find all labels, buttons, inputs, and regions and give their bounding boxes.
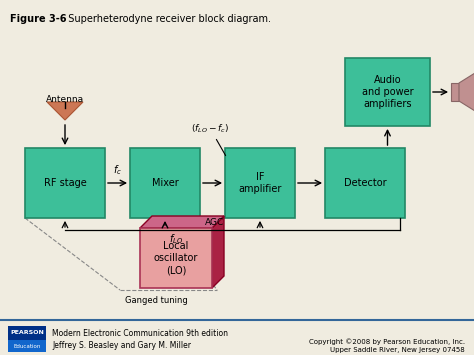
Text: RF stage: RF stage <box>44 178 86 188</box>
Bar <box>8 340 46 352</box>
Bar <box>325 148 405 218</box>
Text: Education: Education <box>13 344 41 349</box>
Text: Copyright ©2008 by Pearson Education, Inc.
Upper Saddle River, New Jersey 07458
: Copyright ©2008 by Pearson Education, In… <box>309 338 465 355</box>
Text: Local
oscillator
(LO): Local oscillator (LO) <box>154 241 198 275</box>
Text: Modern Electronic Communication 9th edition: Modern Electronic Communication 9th edit… <box>52 329 228 339</box>
Bar <box>8 326 46 340</box>
Bar <box>25 148 105 218</box>
Bar <box>451 83 459 101</box>
Bar <box>140 228 212 288</box>
Bar <box>345 58 430 126</box>
Bar <box>225 148 295 218</box>
Text: $f_c$: $f_c$ <box>113 163 122 177</box>
Text: $f_{LO}$: $f_{LO}$ <box>169 232 183 246</box>
Text: Superheterodyne receiver block diagram.: Superheterodyne receiver block diagram. <box>62 14 271 24</box>
Text: Figure 3-6: Figure 3-6 <box>10 14 66 24</box>
Polygon shape <box>459 73 474 111</box>
Text: $(f_{LO}-f_c)$: $(f_{LO}-f_c)$ <box>191 122 229 135</box>
Text: Detector: Detector <box>344 178 386 188</box>
Polygon shape <box>212 216 224 288</box>
Text: PEARSON: PEARSON <box>10 331 44 335</box>
Text: Mixer: Mixer <box>152 178 178 188</box>
Polygon shape <box>47 102 83 120</box>
Text: Audio
and power
amplifiers: Audio and power amplifiers <box>362 75 413 109</box>
Text: Antenna: Antenna <box>46 95 84 104</box>
Bar <box>130 148 200 218</box>
Text: Jeffrey S. Beasley and Gary M. Miller: Jeffrey S. Beasley and Gary M. Miller <box>52 342 191 350</box>
Polygon shape <box>140 216 224 228</box>
Text: IF
amplifier: IF amplifier <box>238 172 282 194</box>
Text: Ganged tuning: Ganged tuning <box>125 296 188 305</box>
Text: AGC: AGC <box>205 218 225 227</box>
